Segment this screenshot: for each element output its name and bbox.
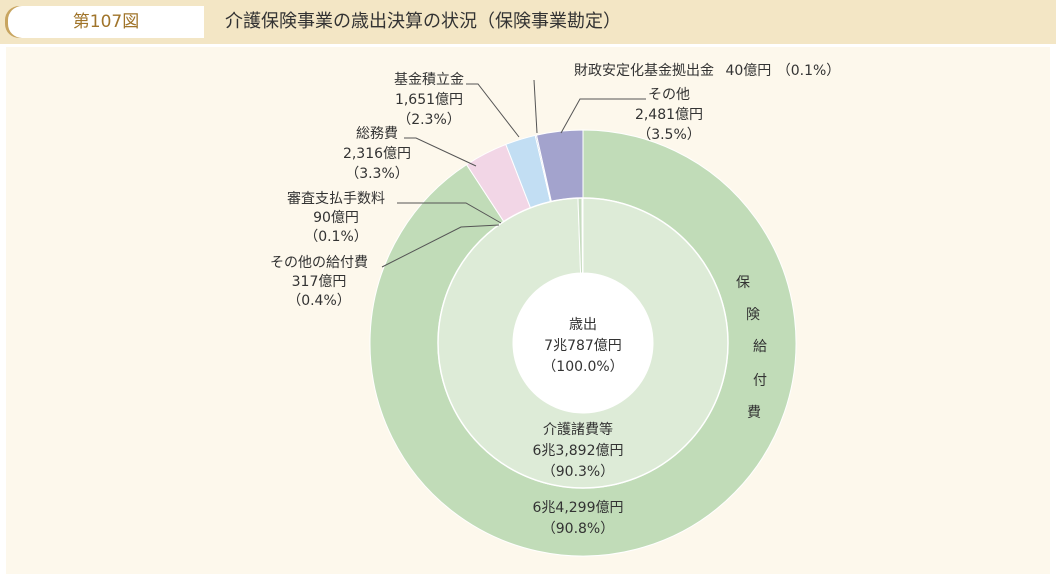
donut-chart: 歳出 7兆787億円 （100.0%） 介護諸費等 6兆3,892億円 （90.… (270, 62, 840, 557)
other-outer-percent: （3.5%） (637, 127, 701, 143)
other-benefit-percent: （0.4%） (287, 293, 351, 309)
leader-line-fund-reserve (466, 83, 520, 138)
donut-hole (513, 273, 653, 413)
ring-divider (437, 197, 729, 489)
other-outer-amount: 2,481億円 (635, 107, 703, 123)
leader-line-general-affairs (404, 137, 477, 167)
other-outer-name: その他 (648, 87, 690, 103)
review-fee-amount: 90億円 (313, 210, 359, 226)
center-percent: （100.0%） (542, 359, 623, 375)
inner-care-amount: 6兆3,892億円 (533, 443, 624, 459)
figure-number-tab: 第107図 (8, 6, 204, 38)
outer-benefit-char-5: 費 (747, 405, 761, 421)
outer-benefit-char-1: 保 (736, 275, 750, 291)
center-label: 歳出 (569, 317, 597, 333)
figure-header: 第107図 介護保険事業の歳出決算の状況（保険事業勘定） (0, 0, 1056, 44)
general-affairs-amount: 2,316億円 (343, 146, 411, 162)
outer-benefit-char-4: 付 (753, 373, 767, 389)
review-fee-percent: （0.1%） (304, 229, 368, 245)
outer-benefit-amount: 6兆4,299億円 (533, 500, 624, 516)
fund-reserve-name: 基金積立金 (394, 71, 464, 88)
stabilization-fund-label: 財政安定化基金拠出金 40億円 （0.1%） (574, 62, 840, 79)
leader-line-other-outer (560, 98, 646, 134)
outer-benefit-percent: （90.8%） (542, 521, 614, 537)
review-fee-name: 審査支払手数料 (287, 191, 385, 207)
inner-slice-2 (581, 197, 584, 274)
fund-reserve-amount: 1,651億円 (395, 92, 463, 108)
stabilization-fund-amount: 40億円 (725, 63, 771, 79)
inner-care-percent: （90.3%） (542, 464, 614, 480)
inner-care-name: 介護諸費等 (543, 421, 613, 438)
outer-benefit-char-2: 険 (746, 307, 760, 323)
general-affairs-percent: （3.3%） (345, 166, 409, 182)
figure-title: 介護保険事業の歳出決算の状況（保険事業勘定） (225, 11, 621, 32)
chart-panel: 歳出 7兆787億円 （100.0%） 介護諸費等 6兆3,892億円 （90.… (6, 47, 1050, 574)
figure-number: 第107図 (72, 12, 140, 32)
stabilization-fund-percent: （0.1%） (777, 63, 841, 79)
general-affairs-name: 総務費 (356, 126, 398, 142)
fund-reserve-percent: （2.3%） (397, 112, 461, 128)
center-amount: 7兆787億円 (544, 338, 622, 354)
other-benefit-amount: 317億円 (292, 274, 347, 290)
leader-line-review-fee (397, 202, 502, 224)
stabilization-fund-name: 財政安定化基金拠出金 (574, 62, 714, 79)
outer-benefit-char-3: 給 (753, 339, 767, 355)
leader-line-stabilization-fund (533, 79, 538, 134)
other-benefit-name: その他の給付費 (270, 255, 368, 271)
leader-line-other-benefit (381, 224, 500, 268)
